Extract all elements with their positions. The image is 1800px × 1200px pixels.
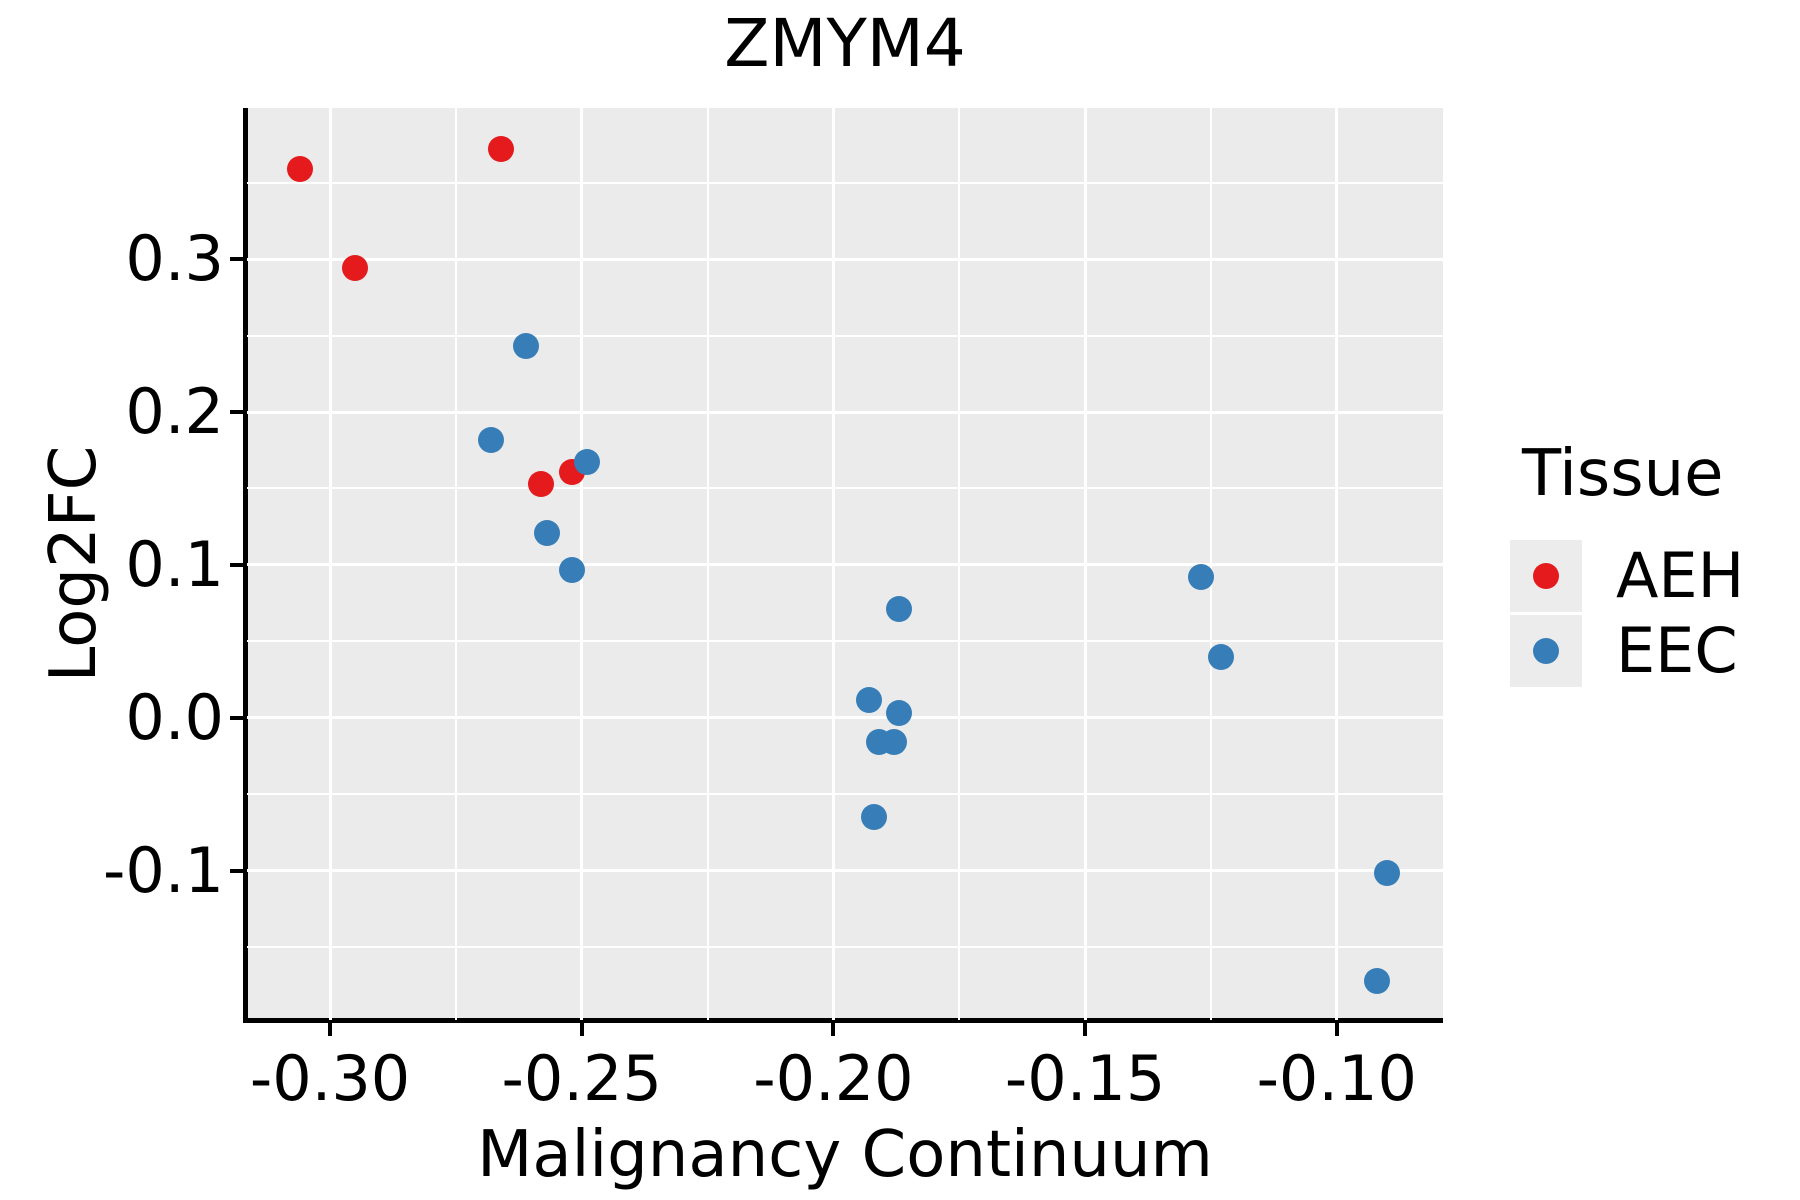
- y-major-gridline: [247, 563, 1443, 567]
- y-tick-label: 0.1: [125, 527, 224, 601]
- y-tick-label: 0.0: [125, 680, 224, 754]
- data-point-EEC: [885, 700, 912, 727]
- y-major-gridline: [247, 869, 1443, 873]
- legend-label-aeh: AEH: [1616, 539, 1745, 612]
- x-tick-label: -0.20: [753, 1042, 914, 1115]
- y-tick-label: 0.2: [125, 375, 224, 448]
- legend-label-eec: EEC: [1616, 614, 1738, 687]
- x-tick-mark: [1083, 1023, 1088, 1036]
- y-tick-mark: [230, 410, 243, 414]
- y-minor-gridline: [247, 946, 1443, 949]
- y-axis-line: [243, 108, 248, 1023]
- x-tick-label: -0.25: [501, 1042, 662, 1115]
- x-tick-label: -0.30: [249, 1042, 411, 1115]
- legend: Tissue AEH EEC: [1510, 437, 1744, 689]
- y-tick-mark: [230, 562, 243, 567]
- x-tick-label: -0.10: [1256, 1042, 1417, 1115]
- data-point-EEC: [558, 556, 585, 583]
- y-minor-gridline: [247, 640, 1443, 643]
- y-minor-gridline: [247, 487, 1443, 490]
- x-axis-line: [243, 1018, 1443, 1023]
- y-major-gridline: [247, 716, 1443, 720]
- plot-title: ZMYM4: [724, 5, 966, 82]
- y-tick-label: 0.3: [125, 222, 224, 295]
- data-point-EEC: [513, 333, 540, 360]
- legend-title: Tissue: [1522, 437, 1724, 511]
- x-tick-mark: [1334, 1023, 1339, 1036]
- x-tick-mark: [831, 1023, 836, 1036]
- data-point-EEC: [885, 596, 912, 623]
- data-point-EEC: [1374, 859, 1401, 886]
- data-point-EEC: [860, 804, 887, 831]
- y-minor-gridline: [247, 334, 1443, 337]
- x-tick-label: -0.15: [1004, 1042, 1166, 1115]
- y-major-gridline: [247, 257, 1443, 261]
- data-point-EEC: [1364, 968, 1391, 995]
- aeh-dot-icon: [1533, 562, 1559, 589]
- y-major-gridline: [247, 410, 1443, 414]
- y-minor-gridline: [247, 793, 1443, 796]
- x-tick-mark: [328, 1023, 333, 1036]
- data-point-AEH: [342, 255, 369, 282]
- x-axis-label: Malignancy Continuum: [477, 1118, 1213, 1192]
- data-point-EEC: [573, 449, 600, 476]
- y-tick-label: -0.1: [103, 833, 224, 907]
- legend-key-aeh: [1510, 539, 1582, 612]
- data-point-AEH: [286, 155, 313, 182]
- y-tick-mark: [230, 257, 243, 261]
- y-tick-mark: [230, 868, 243, 873]
- y-minor-gridline: [247, 181, 1443, 184]
- legend-key-eec: [1510, 614, 1582, 687]
- y-tick-mark: [230, 715, 243, 720]
- x-tick-mark: [579, 1023, 584, 1036]
- data-point-EEC: [1208, 643, 1234, 670]
- data-point-EEC: [1187, 564, 1214, 591]
- legend-entry-eec: EEC: [1510, 614, 1744, 687]
- data-point-AEH: [528, 470, 555, 497]
- data-point-AEH: [488, 135, 515, 162]
- data-point-EEC: [880, 729, 907, 756]
- legend-entry-aeh: AEH: [1510, 539, 1744, 612]
- data-point-EEC: [533, 519, 560, 546]
- eec-dot-icon: [1533, 637, 1559, 664]
- data-point-EEC: [855, 686, 882, 713]
- data-point-EEC: [478, 426, 505, 453]
